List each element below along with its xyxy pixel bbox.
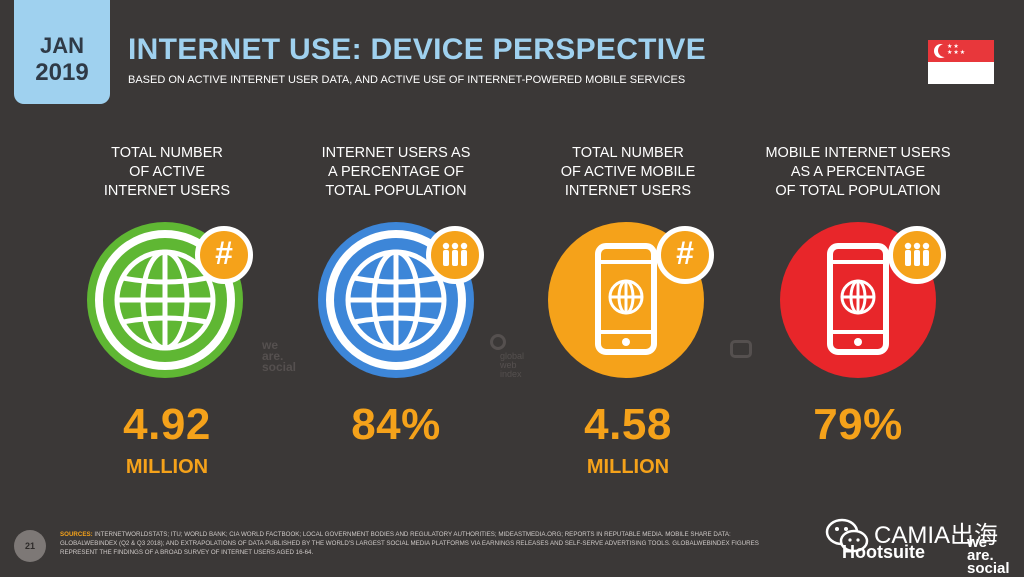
hash-badge: #	[656, 226, 714, 284]
globe-icon	[326, 230, 466, 370]
date-month: JAN	[39, 33, 84, 58]
page-subtitle: BASED ON ACTIVE INTERNET USER DATA, AND …	[128, 74, 686, 86]
stat-label: TOTAL NUMBER OF ACTIVE MOBILE INTERNET USE…	[560, 145, 696, 199]
camia-text: CAMIA出海	[874, 522, 999, 549]
people-icon	[904, 242, 930, 266]
stat-label: INTERNET USERS AS A PERCENTAGE OF TOTAL PO…	[321, 145, 471, 199]
stat-value: 84%	[351, 400, 441, 449]
stat-label: TOTAL NUMBER OF ACTIVE INTERNET USERS	[103, 145, 231, 199]
singapore-flag-icon: ★★ ★★★	[928, 40, 994, 84]
stat-value: 4.58	[584, 400, 672, 449]
date-year: 2019	[35, 59, 89, 86]
stat-circle	[87, 222, 243, 378]
stat-circle	[318, 222, 474, 378]
sources-note: SOURCES: INTERNETWORLDSTATS; ITU; WORLD …	[60, 531, 759, 556]
gwi-logo-icon	[490, 334, 506, 350]
page-title: INTERNET USE: DEVICE PERSPECTIVE	[128, 33, 707, 66]
wechat-icon	[825, 518, 869, 553]
people-badge	[426, 226, 484, 284]
people-icon	[442, 242, 468, 266]
globe-icon	[95, 230, 235, 370]
stat-unit: MILLION	[125, 456, 209, 478]
stat-unit: MILLION	[586, 456, 670, 478]
stat-value: 4.92	[123, 400, 211, 449]
mobile-phone-icon	[595, 243, 657, 355]
hootsuite-owl-watermark-icon	[730, 340, 752, 358]
globalwebindex-watermark: global web index	[490, 334, 524, 379]
people-badge	[888, 226, 946, 284]
wearesocial-watermark: we are. social	[262, 338, 297, 374]
hootsuite-logo: Hootsuite	[842, 542, 925, 562]
stat-value: 79%	[813, 400, 903, 449]
stat-label: MOBILE INTERNET USERS AS A PERCENTAGE OF T…	[765, 145, 951, 199]
mobile-phone-icon	[827, 243, 889, 355]
page-number: 21	[14, 530, 46, 562]
hash-badge: #	[195, 226, 253, 284]
date-badge: JAN 2019	[14, 0, 110, 104]
wearesocial-logo: we are. social	[967, 534, 1010, 577]
camia-logo: CAMIA出海 Hootsuite we are. social	[822, 512, 1022, 577]
